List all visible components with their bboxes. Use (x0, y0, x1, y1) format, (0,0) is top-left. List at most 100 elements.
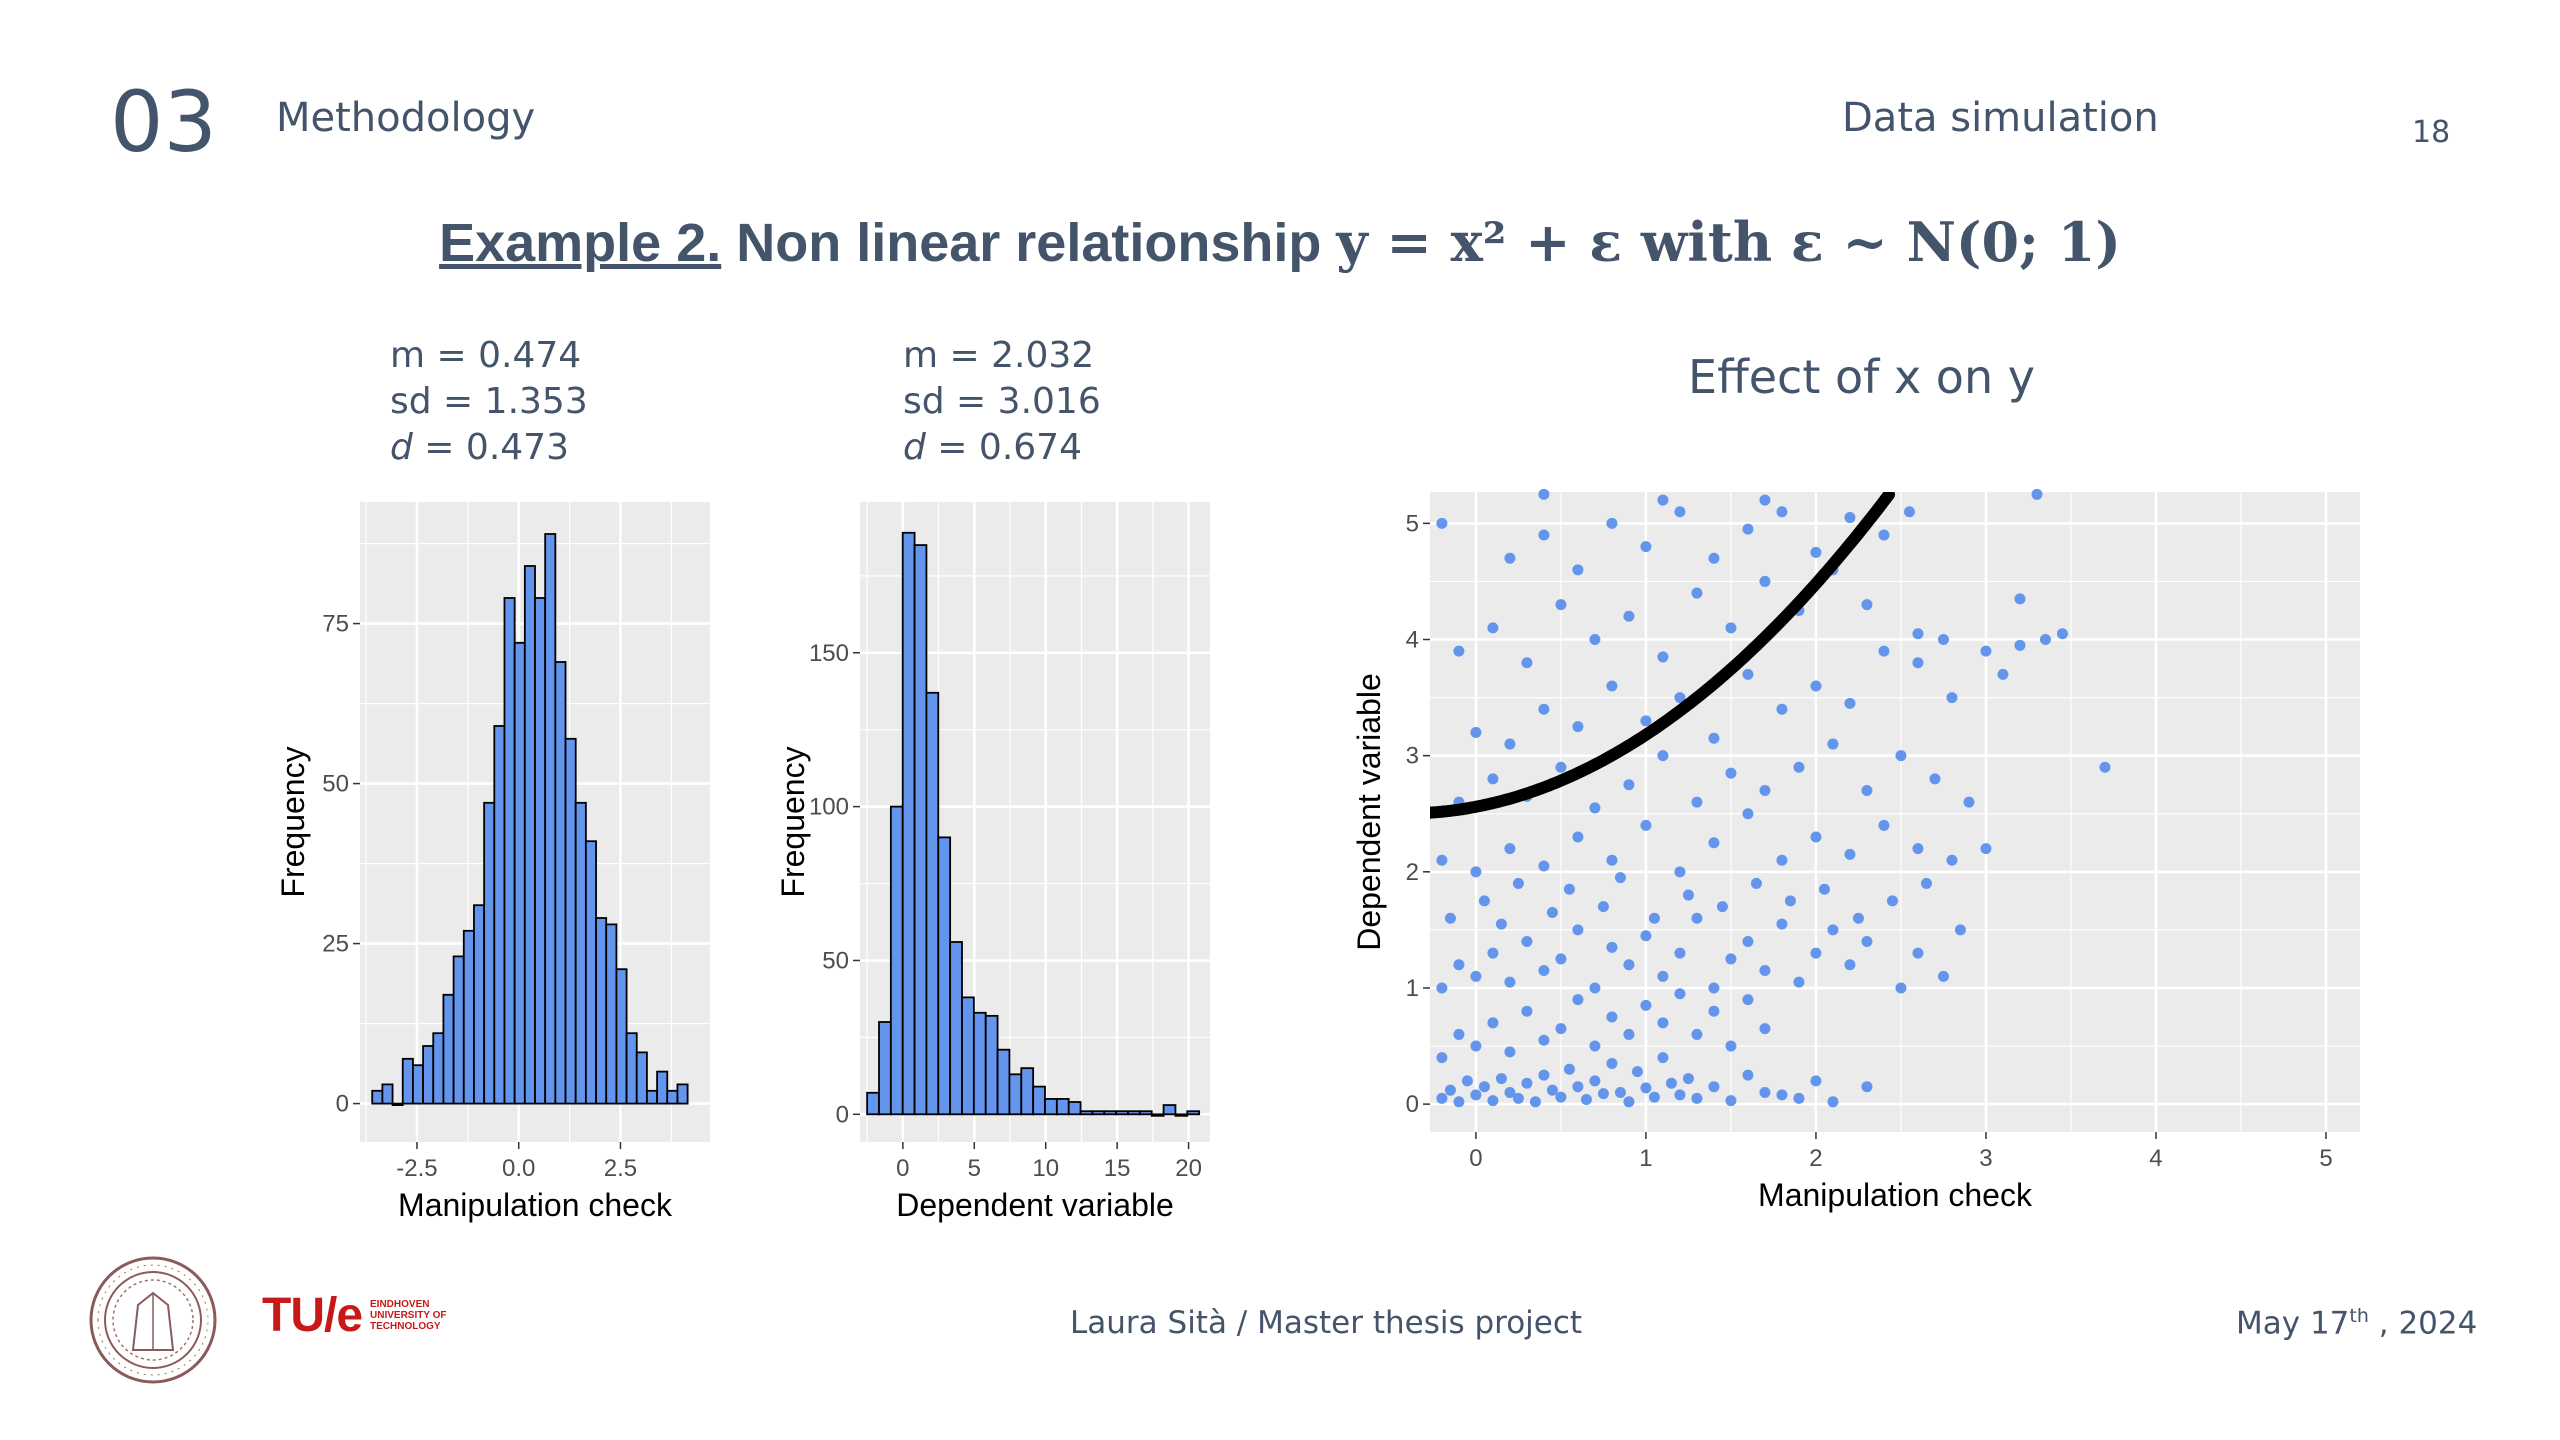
histogram-bar (1150, 1113, 1165, 1117)
scatter-point (1648, 912, 1660, 924)
scatter-point (1716, 901, 1728, 913)
histogram-bar (1174, 1113, 1189, 1117)
scatter-point (1512, 1092, 1524, 1104)
scatter-point (1640, 999, 1652, 1011)
scatter-point (1563, 1063, 1575, 1075)
scatter-point (1682, 889, 1694, 901)
scatter-point (1436, 982, 1448, 994)
scatter-point (1929, 773, 1941, 785)
scatter-point (1827, 924, 1839, 936)
scatter-point (1589, 634, 1601, 646)
scatter-point (1827, 738, 1839, 750)
scatter-point (1589, 982, 1601, 994)
histogram-bar (462, 929, 475, 1105)
histogram-bar (391, 1102, 404, 1106)
scatter-point (1436, 1092, 1448, 1104)
y-tick-label: 50 (322, 771, 349, 798)
scatter-point (1954, 924, 1966, 936)
footer-date-suffix: th (2349, 1305, 2369, 1327)
scatter-point (1827, 1096, 1839, 1108)
scatter-point (1606, 1057, 1618, 1069)
scatter-point (1861, 599, 1873, 611)
scatter-point (1691, 1028, 1703, 1040)
scatter-point (1487, 773, 1499, 785)
histogram-bar (961, 996, 975, 1116)
scatter-point (1691, 1092, 1703, 1104)
scatter-point (1606, 941, 1618, 953)
histogram-bar (432, 1032, 445, 1105)
histogram-bar (625, 1032, 638, 1105)
scatter-point (1674, 866, 1686, 878)
scatter-point (2056, 628, 2068, 640)
scatter-point (1903, 506, 1915, 518)
y-axis-label: Frequency (275, 746, 311, 897)
y-tick-label: 5 (1406, 510, 1419, 537)
tue-logo: TU/e EINDHOVEN UNIVERSITY OF TECHNOLOGY (262, 1288, 447, 1343)
y-axis-label: Dependent variable (1351, 673, 1387, 951)
x-tick-label: 0.0 (502, 1155, 535, 1182)
stats-mid-d: d = 0.674 (903, 425, 1101, 471)
stats-left-sd: sd = 1.353 (390, 381, 588, 422)
scatter-point (1708, 1081, 1720, 1093)
histogram-bar (1020, 1067, 1035, 1116)
stats-left: m = 0.474 sd = 1.353 d = 0.473 (390, 333, 588, 471)
scatter-point (1657, 1017, 1669, 1029)
heading-text: Non linear relationship (736, 213, 1322, 273)
scatter-point (1572, 721, 1584, 733)
histogram-bar (1127, 1110, 1141, 1116)
histogram-bar (972, 1011, 987, 1116)
scatter-point (1623, 610, 1635, 622)
histogram-bar (1067, 1101, 1082, 1116)
histogram-bar (889, 805, 904, 1116)
scatter-point (1878, 819, 1890, 831)
scatter-point (1708, 732, 1720, 744)
scatter-point (1521, 1005, 1533, 1017)
section-title: Methodology (276, 95, 536, 141)
scatter-point (1436, 517, 1448, 529)
histogram-bar (1115, 1110, 1129, 1116)
y-tick-label: 100 (809, 794, 849, 821)
heading-formula: y = x² + ε with ε ~ N(0; 1) (1336, 210, 2121, 274)
scatter-point (1708, 1005, 1720, 1017)
page-number: 18 (2412, 115, 2451, 150)
scatter-point (1895, 750, 1907, 762)
histogram-bar (1138, 1110, 1153, 1116)
histogram-bar (401, 1057, 414, 1105)
scatter-point (2031, 488, 2043, 500)
histogram-bar (949, 941, 963, 1116)
x-axis-label: Dependent variable (896, 1187, 1174, 1223)
scatter-point (1759, 1023, 1771, 1035)
histogram-bar (554, 661, 567, 1105)
university-seal-logo (89, 1256, 217, 1384)
y-tick-label: 0 (836, 1101, 849, 1128)
y-tick-label: 1 (1406, 975, 1419, 1002)
x-tick-label: 20 (1175, 1155, 1202, 1182)
histogram-bar (534, 597, 547, 1105)
histogram-bar (574, 801, 587, 1105)
scatter-point (1759, 965, 1771, 977)
scatter-point (1478, 895, 1490, 907)
scatter-point (1861, 936, 1873, 948)
scatter-point (1572, 564, 1584, 576)
histogram-bar (996, 1048, 1011, 1116)
scatter-point (1691, 796, 1703, 808)
scatter-point (1793, 1092, 1805, 1104)
scatter-point (1538, 1034, 1550, 1046)
scatter-point (1937, 970, 1949, 982)
scatter-point (1572, 831, 1584, 843)
scatter-point (1844, 697, 1856, 709)
scatter-point (1725, 1095, 1737, 1107)
scatter-point (1657, 1052, 1669, 1064)
scatter-point (1725, 1040, 1737, 1052)
scatter-point (1487, 622, 1499, 634)
scatter-point (1640, 1082, 1652, 1094)
histogram-bar (666, 1089, 679, 1105)
histogram-bar (937, 836, 952, 1116)
scatter-point (1682, 1073, 1694, 1085)
scatter-point (1759, 785, 1771, 797)
scatter-point (1912, 947, 1924, 959)
y-tick-label: 0 (336, 1091, 349, 1118)
scatter-point (1844, 959, 1856, 971)
scatter-point (1674, 692, 1686, 704)
scatter-point (1521, 936, 1533, 948)
